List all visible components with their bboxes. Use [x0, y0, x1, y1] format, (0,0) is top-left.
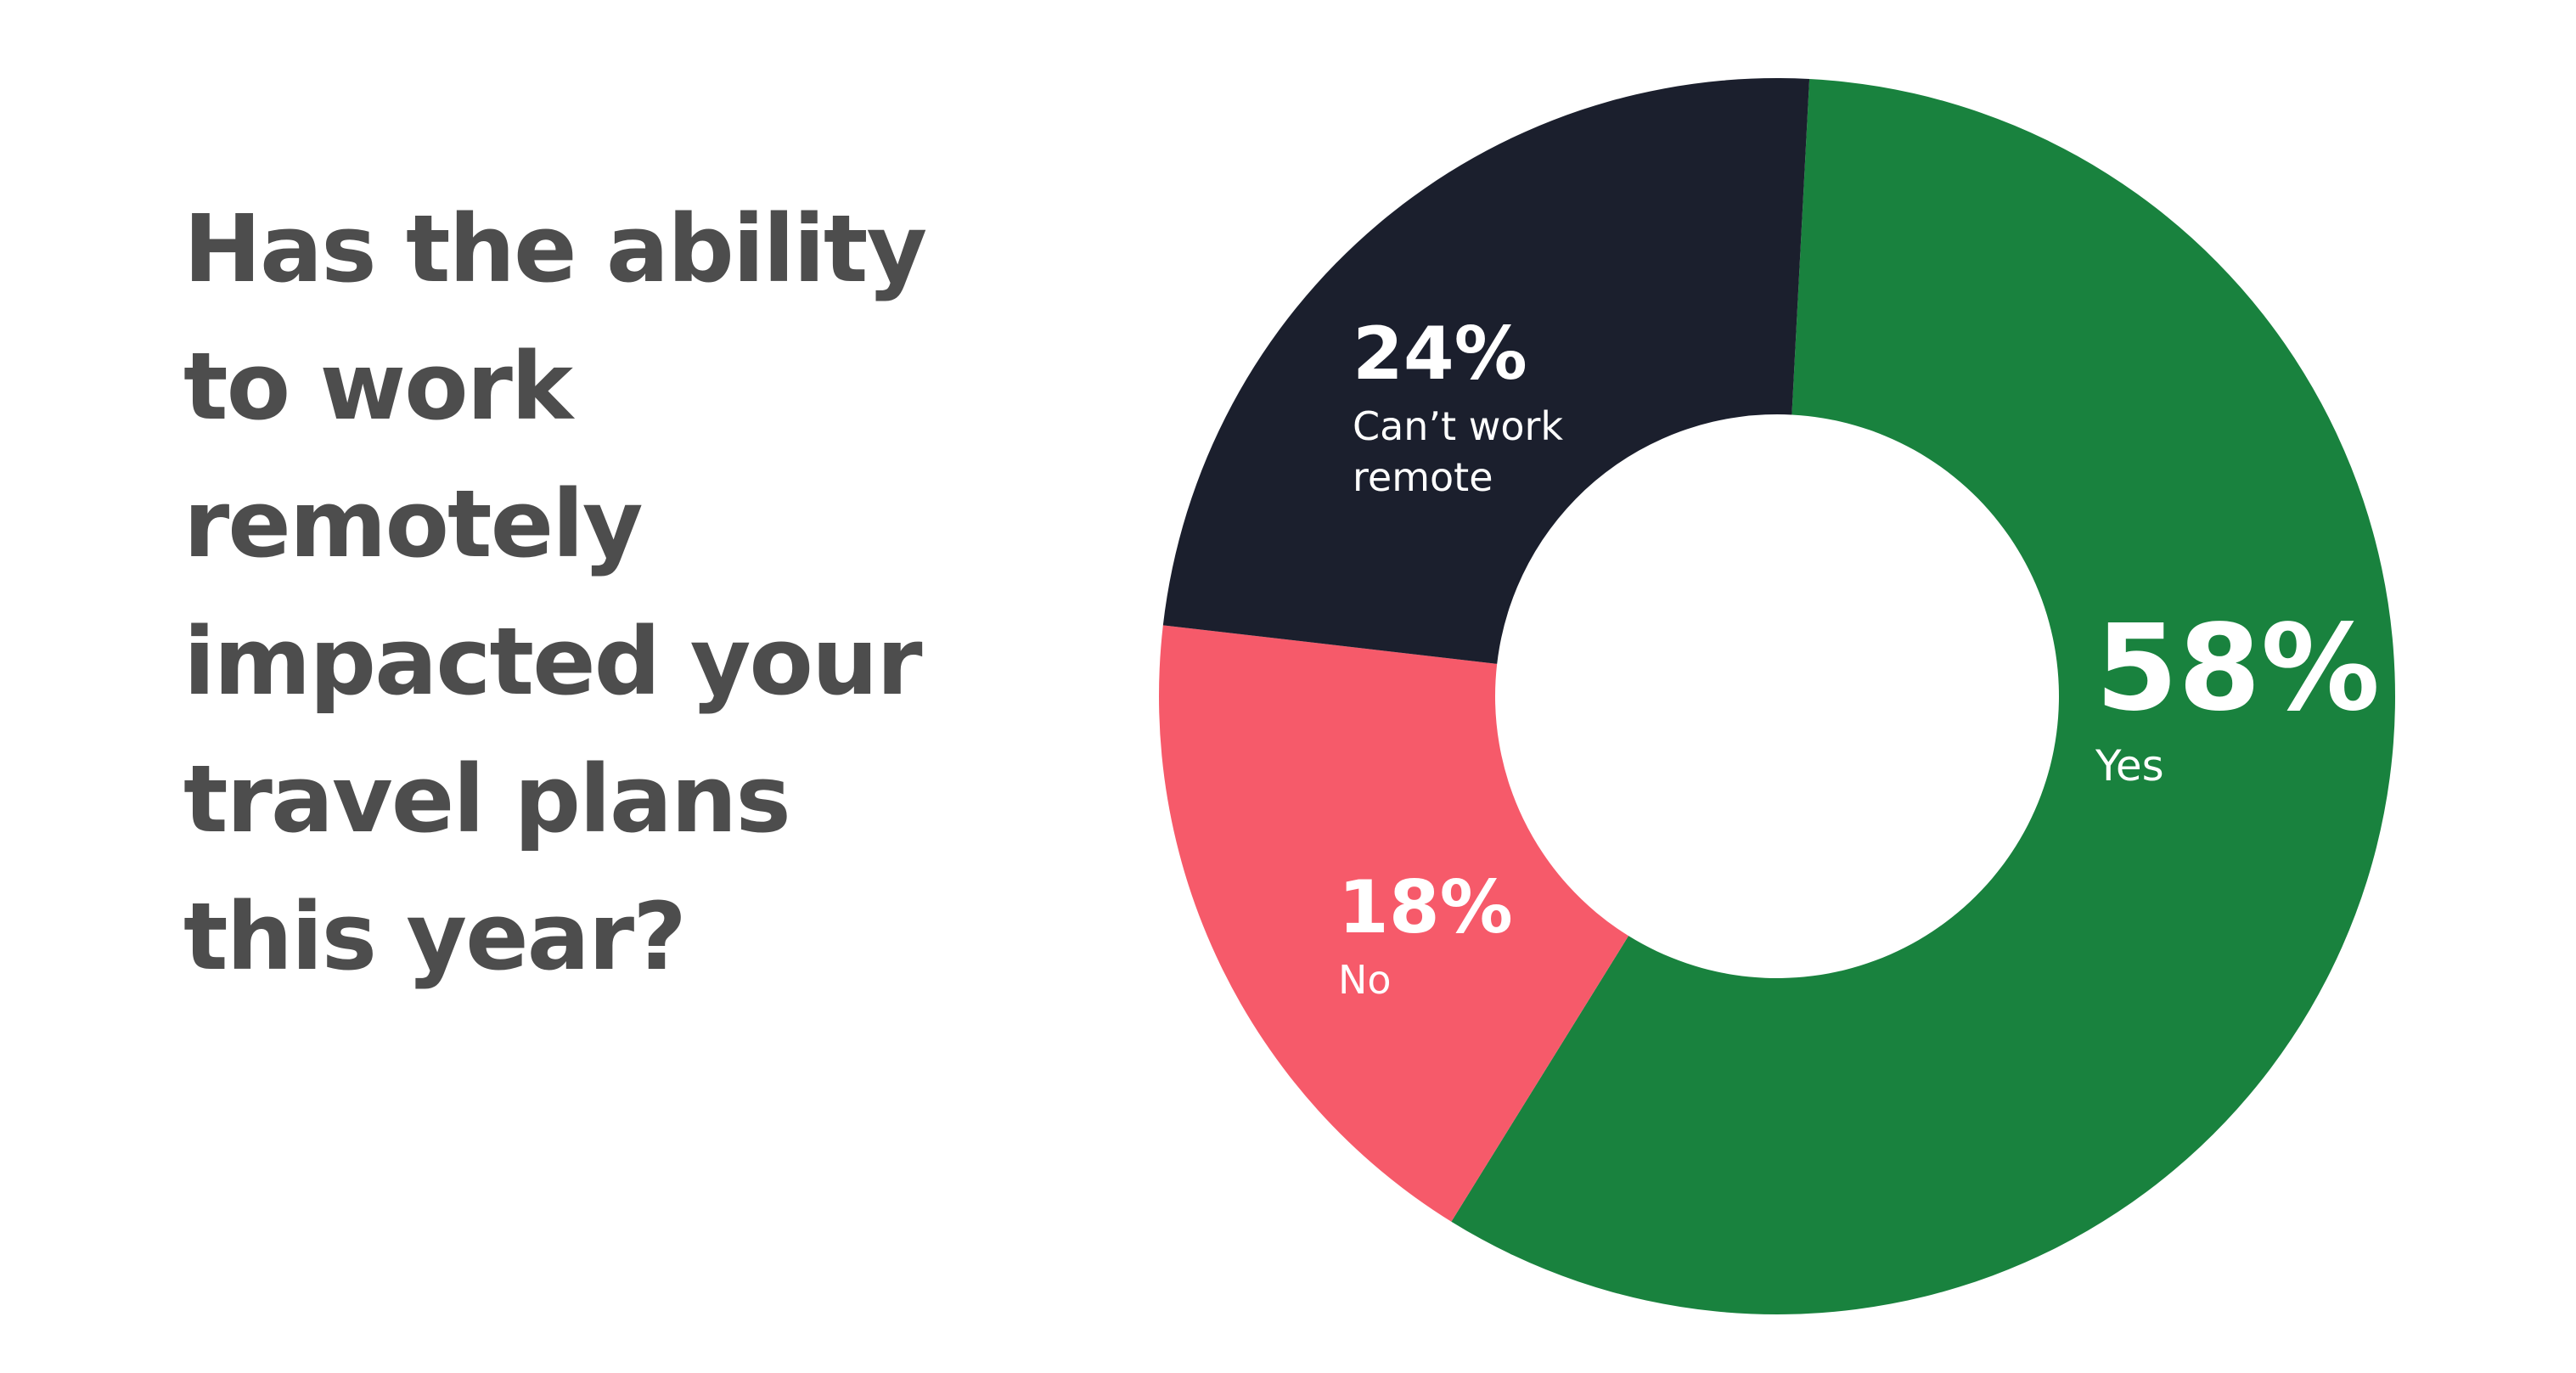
slice-value-label: 24% — [1353, 312, 1527, 397]
donut-slices — [1159, 78, 2395, 1315]
donut-slice-yes — [1451, 78, 2395, 1315]
title-line: to work — [183, 332, 573, 441]
title-line: remotely — [183, 470, 644, 578]
slice-value-label: 58% — [2095, 599, 2380, 738]
donut-slice-can-t-work-remote — [1162, 78, 1810, 664]
title-line: impacted your — [183, 607, 923, 716]
slice-category-label: remote — [1353, 454, 1493, 500]
slice-category-label: No — [1338, 957, 1392, 1003]
title-line: this year? — [183, 882, 687, 991]
slice-value-label: 18% — [1338, 865, 1513, 950]
slice-category-label: Yes — [2095, 741, 2164, 791]
title-line: travel plans — [183, 745, 791, 853]
chart-title: Has the ability to work remotely impacte… — [183, 180, 1032, 1005]
slice-category-label: Can’t work — [1353, 403, 1563, 449]
donut-labels: 58%Yes 18% No 24% Can’t work remote — [1338, 312, 2380, 1003]
donut-slice-no — [1159, 625, 1629, 1222]
title-line: Has the ability — [183, 194, 927, 303]
